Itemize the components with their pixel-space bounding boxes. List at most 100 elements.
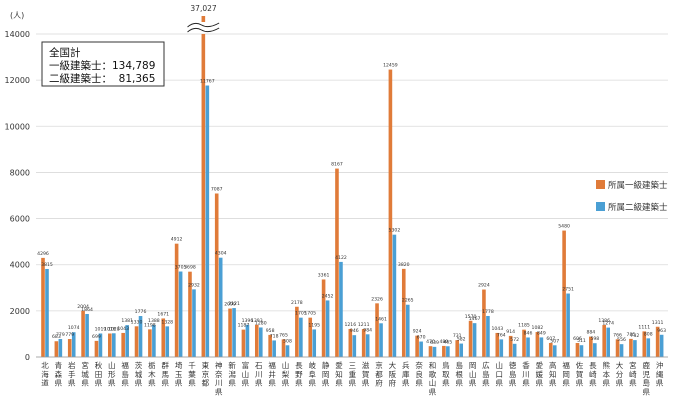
bar-second-class (152, 324, 156, 357)
bar-second-class (192, 289, 196, 357)
bar-second-class (446, 346, 450, 357)
x-tick-label: 岡山県 (469, 361, 477, 388)
bar-first-class (94, 340, 99, 357)
bar-label-second-class: 1467 (469, 316, 481, 322)
bar-first-class (468, 320, 473, 357)
x-tick-label: 大阪府 (389, 360, 397, 388)
bar-label-first-class: 606 (573, 336, 582, 342)
x-tick-label: 福島県 (121, 361, 129, 388)
x-tick-label: 山口県 (496, 360, 504, 388)
bar-second-class (606, 327, 610, 357)
x-tick-label: 茨城県 (135, 360, 143, 388)
bar-second-class (659, 334, 664, 357)
bar-second-class (633, 340, 637, 357)
bar-second-class (619, 344, 624, 357)
summary-box: 全国計 一級建築士：134,789 二級建築士： 81,365 (41, 41, 165, 87)
bar-second-class (526, 337, 530, 357)
bar-label-second-class: 1381 (121, 318, 133, 324)
x-tick-label: 神奈川県 (215, 360, 223, 396)
bar-label-second-class: 764 (497, 332, 506, 338)
bar-second-class (379, 323, 383, 357)
bar-label-first-class: 2924 (478, 283, 490, 289)
bar-label-first-class: 1671 (157, 311, 169, 317)
bar-first-class (41, 257, 45, 357)
legend-swatch (596, 202, 605, 211)
x-tick-label: 福井県 (268, 361, 276, 388)
bar-first-class (148, 329, 152, 357)
y-tick-label: 12000 (5, 76, 30, 85)
bar-first-class (535, 332, 540, 357)
bar-label-first-class: 699 (92, 334, 101, 340)
bar-label-second-class: 1280 (255, 320, 267, 326)
summary-box-frame (41, 41, 165, 87)
bar-first-class (482, 289, 486, 357)
y-tick-label: 6000 (10, 215, 30, 224)
bar-first-class (228, 308, 232, 357)
x-tick-label: 和歌山県 (429, 361, 437, 396)
bar-label-first-class: 480 (439, 339, 448, 345)
bar-label-second-class: 511 (577, 338, 586, 344)
x-tick-label: 京都府 (375, 360, 383, 388)
bar-label-second-class: 465 (443, 339, 452, 345)
bar-second-class (218, 257, 223, 357)
bar-label-first-class: 958 (266, 328, 275, 334)
bar-first-class (321, 279, 326, 357)
bar-label-first-class: 1043 (491, 326, 503, 332)
bar-label-second-class: 1461 (375, 316, 387, 322)
x-tick-label: 山梨県 (282, 360, 290, 388)
y-tick-label: 4000 (10, 261, 30, 270)
bar-label-second-class: 582 (457, 337, 466, 343)
bar-label-second-class: 556 (617, 337, 626, 343)
bar-label-first-class: 1386 (598, 318, 610, 324)
x-tick-label: 宮城県 (81, 360, 89, 388)
x-tick-label: 宮崎県 (629, 360, 637, 388)
bar-second-class (258, 327, 263, 357)
break-value-label: 37,027 (190, 4, 216, 13)
x-tick-label: 鹿児島県 (643, 360, 651, 396)
bar-first-class (602, 325, 606, 357)
x-tick-label: 長野県 (295, 361, 303, 388)
y-tick-label: 2000 (10, 307, 30, 316)
bar-second-class (325, 300, 330, 357)
x-tick-label: 沖縄県 (656, 360, 664, 388)
x-tick-label: 岐阜県 (308, 360, 316, 388)
bar-first-class (615, 339, 620, 357)
bar-second-class (486, 315, 490, 357)
bar-second-class (98, 333, 103, 357)
bar-label-second-class: 1328 (161, 319, 173, 325)
bar-label-first-class: 766 (613, 332, 622, 338)
bar-label-second-class: 1195 (308, 322, 320, 328)
bar-label-second-class: 963 (657, 328, 666, 334)
bar-label-second-class: 670 (417, 335, 426, 341)
x-tick-label: 秋田県 (95, 360, 103, 388)
bar-first-class (522, 329, 526, 357)
bar-label-second-class: 572 (510, 337, 519, 343)
bar-label-second-class: 808 (644, 331, 653, 337)
bar-first-class (642, 331, 647, 357)
bar-second-class (459, 343, 464, 357)
bar-label-first-class: 1043 (117, 326, 129, 332)
bar-label-first-class: 683 (52, 334, 61, 340)
x-tick-label: 静岡県 (322, 360, 330, 388)
x-tick-label: 愛媛県 (536, 360, 544, 388)
bar-label-first-class: 914 (506, 329, 515, 335)
bar-label-first-class: 3698 (184, 265, 196, 271)
bar-first-class (655, 326, 660, 357)
x-tick-label: 奈良県 (415, 360, 423, 388)
x-tick-label: 高知県 (549, 360, 557, 388)
bar-label-second-class: 984 (363, 327, 372, 333)
bar-second-class (405, 304, 410, 357)
x-tick-label: 青森県 (55, 360, 63, 388)
bar-first-class (508, 335, 513, 357)
bar-second-class (499, 339, 504, 357)
x-tick-label: 富山県 (242, 360, 250, 388)
bar-label-second-class: 1074 (68, 325, 80, 331)
bar-label-first-class: 785 (627, 332, 636, 338)
x-tick-label: 山形県 (108, 360, 116, 388)
bar-first-class (548, 342, 553, 357)
bar-second-class (125, 325, 129, 357)
x-tick-label: 徳島県 (509, 360, 517, 388)
x-tick-label: 石川県 (255, 361, 263, 388)
x-tick-label: 埼玉県 (175, 360, 183, 388)
bar-label-first-class: 3820 (398, 262, 410, 268)
